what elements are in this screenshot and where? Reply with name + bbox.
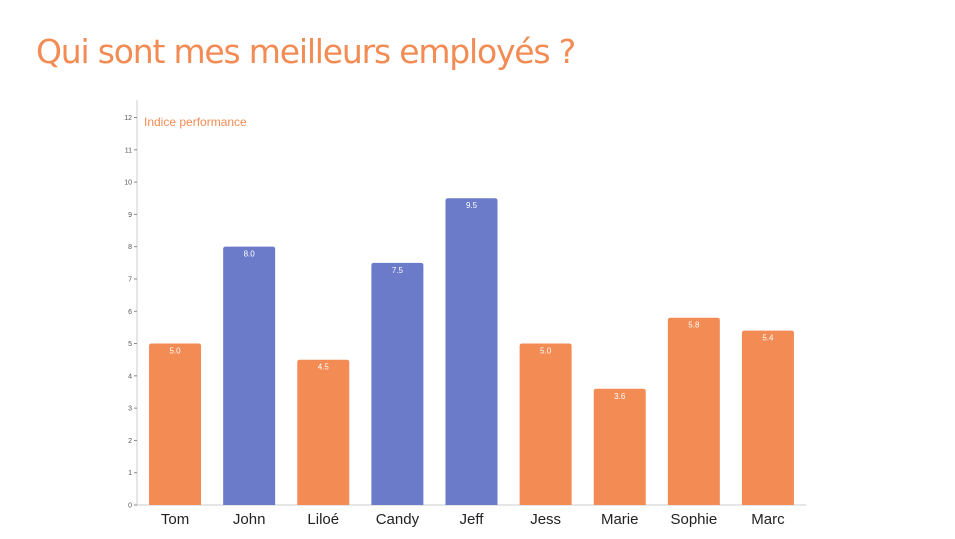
y-tick-label: 12 bbox=[124, 115, 132, 122]
bar-8 bbox=[741, 330, 794, 505]
x-category-label: Jeff bbox=[460, 511, 485, 528]
bar-value-label: 3.6 bbox=[614, 392, 626, 401]
x-category-label: John bbox=[233, 511, 266, 528]
y-tick-label: 9 bbox=[128, 212, 132, 219]
y-tick-label: 11 bbox=[125, 147, 132, 154]
bar-value-label: 5.4 bbox=[762, 334, 774, 343]
y-tick-label: 5 bbox=[128, 341, 132, 348]
x-category-label: Tom bbox=[161, 511, 189, 528]
x-category-label: Marc bbox=[751, 511, 785, 528]
bar-7 bbox=[667, 317, 720, 505]
bar-0 bbox=[149, 343, 202, 505]
x-category-label: Sophie bbox=[670, 511, 717, 528]
bar-6 bbox=[593, 388, 646, 505]
bar-value-label: 8.0 bbox=[244, 250, 256, 259]
bar-1 bbox=[223, 246, 276, 505]
bar-value-label: 4.5 bbox=[318, 363, 330, 372]
y-tick-label: 8 bbox=[128, 244, 132, 251]
bar-value-label: 9.5 bbox=[466, 201, 478, 210]
bar-5 bbox=[519, 343, 572, 505]
x-category-label: Marie bbox=[601, 511, 639, 528]
y-tick-label: 10 bbox=[124, 180, 132, 187]
x-category-label: Jess bbox=[530, 511, 561, 528]
y-tick-label: 0 bbox=[128, 503, 132, 510]
bar-value-label: 5.8 bbox=[688, 321, 700, 330]
x-axis: Tom John Liloé Candy Jeff Jess Marie Sophie Marc bbox=[137, 504, 806, 528]
bar-3 bbox=[371, 262, 424, 505]
x-category-label: Candy bbox=[376, 511, 420, 528]
bar-value-label: 5.0 bbox=[540, 347, 552, 356]
bar-value-label: 7.5 bbox=[392, 266, 404, 275]
y-tick-label: 1 bbox=[128, 470, 132, 477]
x-category-label: Liloé bbox=[307, 511, 339, 528]
bar-2 bbox=[297, 359, 350, 505]
bar-series: 5.0 8.0 4.5 7.5 9.5 5.0 3.6 5.8 5.4 bbox=[149, 198, 794, 505]
y-tick-label: 7 bbox=[128, 276, 132, 283]
y-tick-label: 6 bbox=[128, 309, 132, 316]
page-title: Qui sont mes meilleurs employés ? bbox=[36, 32, 576, 71]
series-label: Indice performance bbox=[144, 115, 247, 129]
y-tick-label: 2 bbox=[128, 438, 132, 445]
bar-value-label: 5.0 bbox=[169, 347, 181, 356]
y-tick-label: 4 bbox=[128, 373, 132, 380]
bar-4 bbox=[445, 198, 498, 505]
y-tick-label: 3 bbox=[128, 406, 132, 413]
